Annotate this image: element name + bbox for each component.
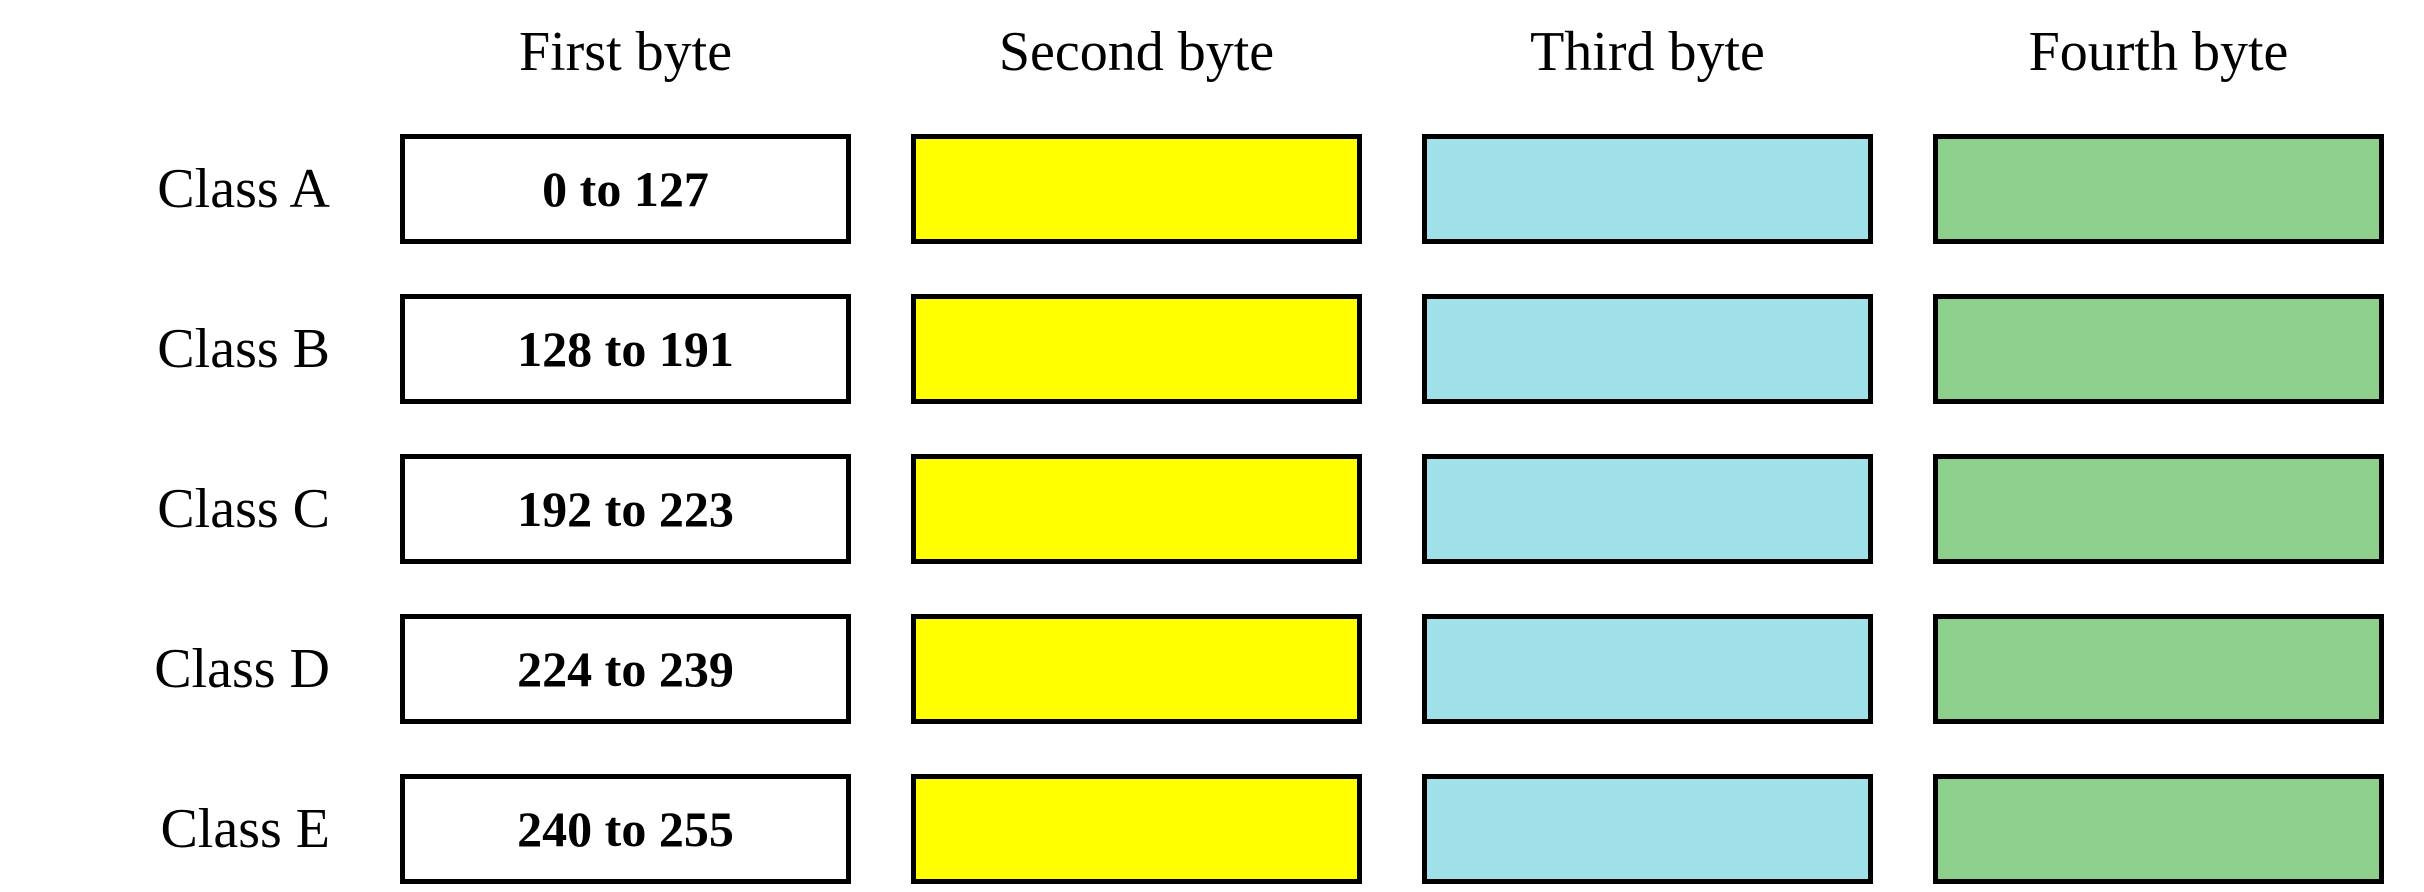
column-header-first-byte: First byte <box>400 20 851 84</box>
cell-class-b-byte3 <box>1422 294 1873 404</box>
cell-class-a-byte1: 0 to 127 <box>400 134 851 244</box>
cell-class-e-byte4 <box>1933 774 2384 884</box>
cell-class-c-byte2 <box>911 454 1362 564</box>
row-label-class-c: Class C <box>40 477 340 541</box>
cell-class-d-byte4 <box>1933 614 2384 724</box>
row-label-class-e: Class E <box>40 797 340 861</box>
cell-class-d-byte1: 224 to 239 <box>400 614 851 724</box>
row-label-class-d: Class D <box>40 637 340 701</box>
cell-class-b-byte4 <box>1933 294 2384 404</box>
row-label-class-a: Class A <box>40 157 340 221</box>
row-label-class-b: Class B <box>40 317 340 381</box>
cell-class-d-byte2 <box>911 614 1362 724</box>
cell-class-a-byte2 <box>911 134 1362 244</box>
cell-class-b-byte1: 128 to 191 <box>400 294 851 404</box>
cell-class-c-byte3 <box>1422 454 1873 564</box>
ip-class-diagram: First byte Second byte Third byte Fourth… <box>40 20 2384 884</box>
cell-class-c-byte1: 192 to 223 <box>400 454 851 564</box>
cell-class-d-byte3 <box>1422 614 1873 724</box>
cell-class-e-byte1: 240 to 255 <box>400 774 851 884</box>
cell-class-b-byte2 <box>911 294 1362 404</box>
column-header-fourth-byte: Fourth byte <box>1933 20 2384 84</box>
cell-class-e-byte2 <box>911 774 1362 884</box>
column-header-second-byte: Second byte <box>911 20 1362 84</box>
cell-class-c-byte4 <box>1933 454 2384 564</box>
column-header-third-byte: Third byte <box>1422 20 1873 84</box>
cell-class-e-byte3 <box>1422 774 1873 884</box>
cell-class-a-byte4 <box>1933 134 2384 244</box>
cell-class-a-byte3 <box>1422 134 1873 244</box>
